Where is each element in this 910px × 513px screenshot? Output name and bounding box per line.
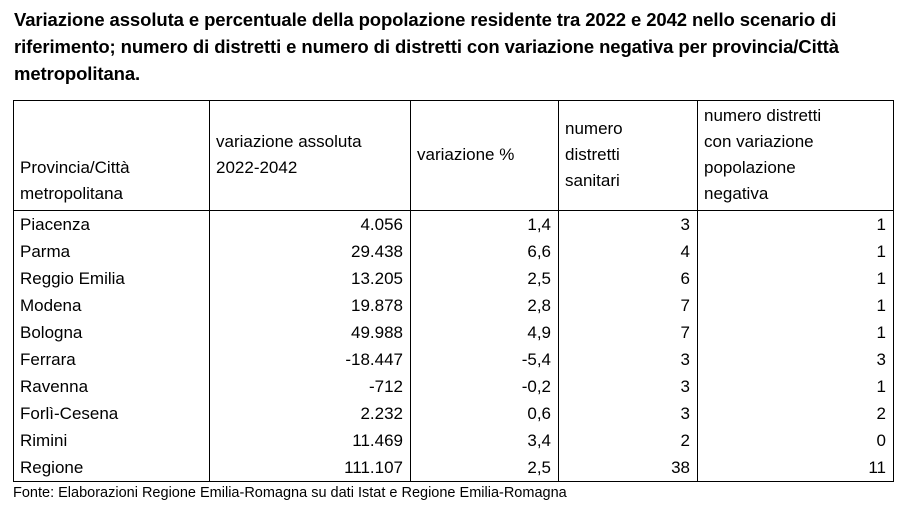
cell-provincia: Forlì-Cesena — [13, 400, 210, 427]
cell-variazione-percentuale: -0,2 — [410, 373, 559, 400]
header-row: Provincia/Città metropolitana variazione… — [13, 100, 894, 211]
cell-variazione-assoluta: -18.447 — [209, 346, 411, 373]
table-row: Reggio Emilia 13.205 2,5 6 1 — [13, 265, 894, 292]
cell-provincia: Reggio Emilia — [13, 265, 210, 292]
table-body: Piacenza 4.056 1,4 3 1 Parma 29.438 6,6 4 1 Reggio… — [13, 210, 894, 482]
header-line: Provincia/Città — [20, 158, 130, 177]
cell-variazione-percentuale: 1,4 — [410, 210, 559, 238]
cell-provincia: Ferrara — [13, 346, 210, 373]
header-line: variazione assoluta — [216, 132, 362, 151]
header-variazione-percentuale: variazione % — [410, 100, 559, 211]
cell-provincia: Regione — [13, 454, 210, 482]
table-row: Ravenna -712 -0,2 3 1 — [13, 373, 894, 400]
cell-variazione-percentuale: -5,4 — [410, 346, 559, 373]
cell-distretti-negativi: 0 — [697, 427, 894, 454]
cell-variazione-percentuale: 2,5 — [410, 265, 559, 292]
cell-variazione-assoluta: 13.205 — [209, 265, 411, 292]
cell-variazione-percentuale: 4,9 — [410, 319, 559, 346]
table-row: Parma 29.438 6,6 4 1 — [13, 238, 894, 265]
cell-variazione-assoluta: 11.469 — [209, 427, 411, 454]
cell-numero-distretti: 7 — [558, 292, 698, 319]
cell-provincia: Piacenza — [13, 210, 210, 238]
cell-variazione-percentuale: 3,4 — [410, 427, 559, 454]
cell-numero-distretti: 4 — [558, 238, 698, 265]
cell-distretti-negativi: 1 — [697, 265, 894, 292]
table-row: Modena 19.878 2,8 7 1 — [13, 292, 894, 319]
cell-numero-distretti: 3 — [558, 400, 698, 427]
cell-distretti-negativi: 1 — [697, 210, 894, 238]
header-line: 2022-2042 — [216, 158, 298, 177]
cell-numero-distretti: 3 — [558, 346, 698, 373]
cell-numero-distretti: 6 — [558, 265, 698, 292]
cell-distretti-negativi: 1 — [697, 373, 894, 400]
cell-provincia: Bologna — [13, 319, 210, 346]
cell-variazione-assoluta: 2.232 — [209, 400, 411, 427]
cell-provincia: Modena — [13, 292, 210, 319]
cell-distretti-negativi: 3 — [697, 346, 894, 373]
table-row: Ferrara -18.447 -5,4 3 3 — [13, 346, 894, 373]
cell-numero-distretti: 2 — [558, 427, 698, 454]
cell-variazione-assoluta: -712 — [209, 373, 411, 400]
cell-variazione-percentuale: 2,5 — [410, 454, 559, 482]
cell-variazione-percentuale: 0,6 — [410, 400, 559, 427]
cell-variazione-assoluta: 49.988 — [209, 319, 411, 346]
cell-distretti-negativi: 2 — [697, 400, 894, 427]
cell-numero-distretti: 3 — [558, 373, 698, 400]
header-provincia: Provincia/Città metropolitana — [13, 100, 210, 211]
cell-variazione-percentuale: 6,6 — [410, 238, 559, 265]
header-numero-distretti: numero distretti sanitari — [558, 100, 698, 211]
table-title: Variazione assoluta e percentuale della … — [14, 9, 839, 84]
table-row: Regione 111.107 2,5 38 11 — [13, 454, 894, 482]
header-line: variazione % — [417, 145, 515, 164]
cell-numero-distretti: 38 — [558, 454, 698, 482]
header-line: metropolitana — [20, 184, 124, 203]
source-note: Fonte: Elaborazioni Regione Emilia-Romag… — [13, 485, 567, 501]
cell-provincia: Parma — [13, 238, 210, 265]
cell-variazione-percentuale: 2,8 — [410, 292, 559, 319]
header-line: numero — [565, 119, 623, 138]
header-line: sanitari — [565, 171, 620, 190]
table-row: Forlì-Cesena 2.232 0,6 3 2 — [13, 400, 894, 427]
cell-variazione-assoluta: 4.056 — [209, 210, 411, 238]
header-line: numero distretti — [704, 106, 822, 125]
population-table: Provincia/Città metropolitana variazione… — [13, 100, 894, 482]
header-line: distretti — [565, 145, 620, 164]
cell-numero-distretti: 3 — [558, 210, 698, 238]
cell-provincia: Rimini — [13, 427, 210, 454]
table-row: Rimini 11.469 3,4 2 0 — [13, 427, 894, 454]
table-row: Piacenza 4.056 1,4 3 1 — [13, 210, 894, 238]
header-line: con variazione — [704, 132, 814, 151]
cell-distretti-negativi: 11 — [697, 454, 894, 482]
cell-provincia: Ravenna — [13, 373, 210, 400]
header-line: popolazione — [704, 158, 796, 177]
header-line: negativa — [704, 184, 769, 203]
cell-variazione-assoluta: 111.107 — [209, 454, 411, 482]
cell-distretti-negativi: 1 — [697, 238, 894, 265]
header-variazione-assoluta: variazione assoluta 2022-2042 — [209, 100, 411, 211]
cell-variazione-assoluta: 19.878 — [209, 292, 411, 319]
cell-variazione-assoluta: 29.438 — [209, 238, 411, 265]
cell-numero-distretti: 7 — [558, 319, 698, 346]
cell-distretti-negativi: 1 — [697, 292, 894, 319]
header-distretti-variazione-negativa: numero distretti con variazione popolazi… — [697, 100, 894, 211]
cell-distretti-negativi: 1 — [697, 319, 894, 346]
table-row: Bologna 49.988 4,9 7 1 — [13, 319, 894, 346]
